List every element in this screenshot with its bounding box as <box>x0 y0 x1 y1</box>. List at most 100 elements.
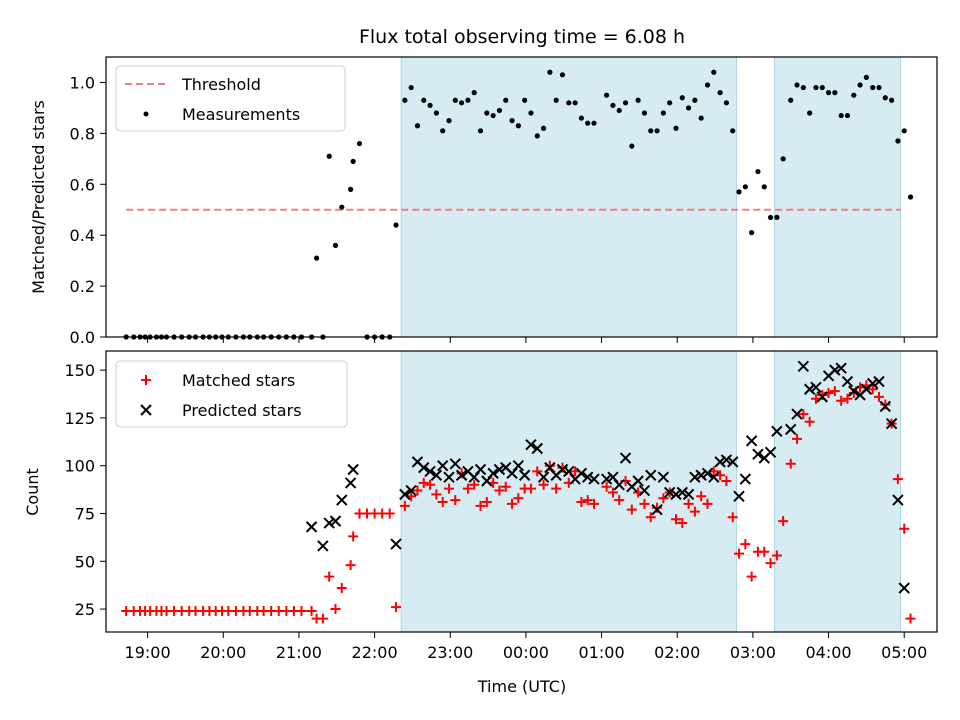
predicted-star-point <box>791 408 803 420</box>
predicted-star-point <box>689 471 701 483</box>
matched-star-point <box>778 516 789 527</box>
measurement-point <box>813 84 819 91</box>
count-y-tick-label: 25 <box>75 600 95 619</box>
predicted-star-point <box>305 521 318 533</box>
measurement-point <box>730 128 736 134</box>
measurement-point <box>402 97 408 103</box>
measurement-point <box>832 90 838 96</box>
measurement-point <box>667 100 673 106</box>
predicted-star-point <box>556 463 569 476</box>
x-tick-label: 03:00 <box>730 643 776 662</box>
measurement-point <box>749 230 755 236</box>
measurement-point <box>648 128 654 134</box>
measurement-point <box>882 95 888 101</box>
matched-star-point <box>746 571 757 582</box>
matched-star-point <box>538 479 549 490</box>
matched-star-point <box>494 485 505 496</box>
predicted-star-point <box>399 488 411 501</box>
measurement-point <box>421 97 427 103</box>
measurement-point <box>585 120 591 126</box>
matched-star-point <box>905 613 916 624</box>
predicted-star-point <box>835 362 847 374</box>
measurement-point <box>742 184 748 190</box>
predicted-star-point <box>898 582 910 594</box>
measurement-point <box>863 74 869 80</box>
matched-star-point <box>576 497 587 508</box>
matched-star-point <box>296 605 307 616</box>
matched-star-point <box>443 483 454 494</box>
predicted-star-point <box>525 438 537 451</box>
matched-star-point <box>842 393 853 404</box>
count-series <box>121 360 916 624</box>
ratio-series <box>123 69 914 340</box>
predicted-star-point <box>455 469 468 481</box>
matched-star-point <box>759 546 770 557</box>
matched-star-point <box>899 523 910 534</box>
matched-star-point <box>880 399 891 410</box>
predicted-star-point <box>474 463 487 476</box>
matched-star-point <box>345 560 356 571</box>
matched-star-point <box>306 605 317 616</box>
predicted-star-point <box>885 417 898 430</box>
count-y-tick-label: 100 <box>64 457 95 476</box>
x-axis-label: Time (UTC) <box>477 677 566 696</box>
measurement-point <box>876 84 882 91</box>
predicted-star-point <box>638 484 651 497</box>
predicted-star-point <box>317 540 329 552</box>
observing-interval-1 <box>400 56 737 338</box>
predicted-star-point <box>449 458 462 470</box>
predicted-star-point <box>810 381 822 394</box>
predicted-star-point <box>493 463 506 476</box>
matched-star-point <box>391 602 402 613</box>
ratio-y-tick-label: 0.0 <box>70 328 95 347</box>
count-y-tick-label: 150 <box>64 361 95 380</box>
matched-star-point <box>525 483 536 494</box>
matched-star-point <box>607 487 618 498</box>
legend-predicted-swatch <box>140 404 152 416</box>
predicted-star-point <box>347 463 359 476</box>
matched-star-point <box>481 497 492 508</box>
measurement-point <box>326 153 332 159</box>
measurement-point <box>704 82 711 88</box>
count-y-ticks: 25 50 75 100 125 150 <box>64 361 106 619</box>
predicted-star-point <box>581 471 594 483</box>
predicted-star-point <box>645 469 657 481</box>
measurement-point <box>559 72 566 78</box>
observing-interval-2 <box>773 56 901 338</box>
measurement-point <box>452 97 458 103</box>
measurement-point <box>788 97 794 103</box>
predicted-star-point <box>866 377 879 390</box>
x-tick-label: 01:00 <box>579 643 625 662</box>
measurement-point <box>509 118 515 124</box>
measurement-point <box>622 100 629 106</box>
matched-star-point <box>696 491 707 502</box>
matched-star-point <box>475 500 486 511</box>
predicted-star-point <box>588 473 600 485</box>
predicted-star-point <box>663 486 676 499</box>
matched-star-point <box>721 475 732 486</box>
predicted-star-point <box>714 456 726 468</box>
matched-star-point <box>867 384 878 395</box>
measurement-point <box>566 100 572 106</box>
matched-star-point <box>330 604 341 615</box>
predicted-star-point <box>803 383 816 395</box>
measurement-point <box>794 82 800 88</box>
matched-star-point <box>892 474 903 485</box>
measurement-point <box>673 125 679 131</box>
predicted-star-point <box>344 477 357 489</box>
measurement-point <box>870 84 876 91</box>
predicted-star-point <box>727 456 739 468</box>
measurement-point <box>408 84 414 91</box>
legend-matched-label: Matched stars <box>182 371 295 390</box>
matched-star-point <box>462 483 473 494</box>
predicted-star-point <box>879 400 892 413</box>
measurement-point <box>800 84 806 91</box>
measurement-point <box>440 128 446 134</box>
ratio-y-tick-label: 0.8 <box>70 124 95 143</box>
matched-star-point <box>817 389 828 400</box>
predicted-star-point <box>329 515 342 527</box>
matched-star-point <box>437 497 448 508</box>
measurement-point <box>723 100 730 106</box>
predicted-star-point <box>575 467 588 480</box>
matched-star-point <box>500 481 511 492</box>
